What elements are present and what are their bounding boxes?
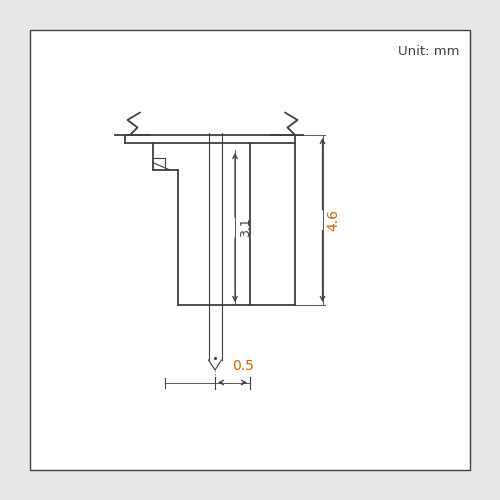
Text: 4.6: 4.6 bbox=[326, 209, 340, 231]
Text: Unit: mm: Unit: mm bbox=[398, 45, 460, 58]
Text: 0.5: 0.5 bbox=[232, 360, 254, 374]
Text: 3.1: 3.1 bbox=[239, 218, 252, 238]
